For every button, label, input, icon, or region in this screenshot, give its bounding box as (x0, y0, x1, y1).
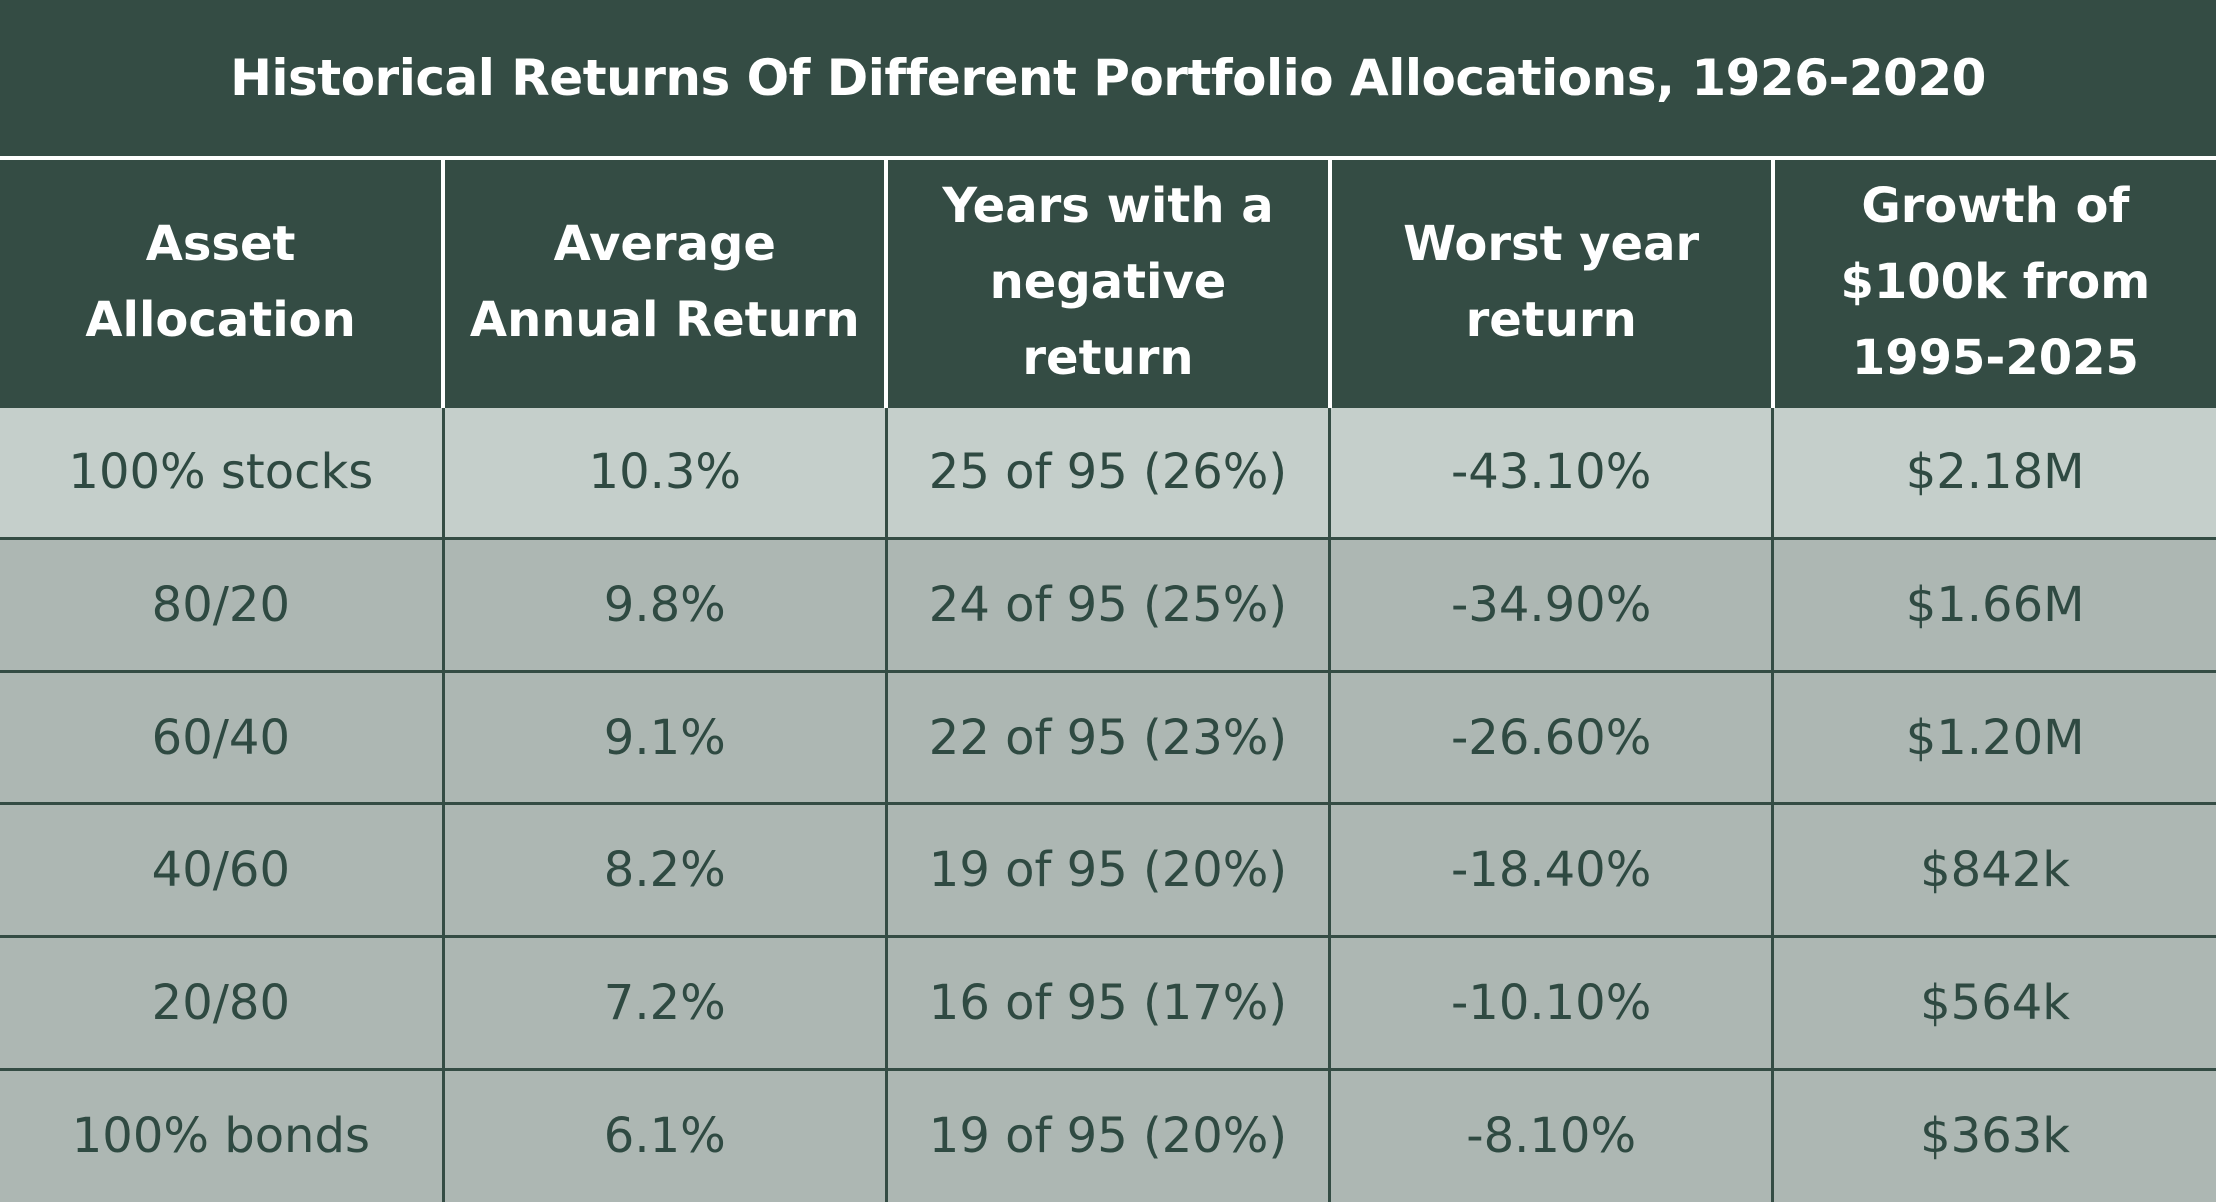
table-row: 80/20 9.8% 24 of 95 (25%) -34.90% $1.66M (0, 537, 2216, 672)
header-line: Asset (145, 216, 296, 273)
header-growth-of-100k: Growth of $100k from 1995-2025 (1770, 160, 2216, 406)
page-title: Historical Returns Of Different Portfoli… (230, 49, 1986, 107)
cell-allocation: 40/60 (0, 802, 444, 937)
cell-growth: $363k (1771, 1067, 2216, 1202)
header-line: negative return (989, 254, 1227, 387)
cell-growth: $564k (1771, 935, 2216, 1070)
cell-negative-years: 22 of 95 (23%) (884, 669, 1330, 804)
cell-growth: $2.18M (1771, 404, 2216, 539)
allocation-returns-table: Asset Allocation Average Annual Return Yea… (0, 160, 2216, 1202)
header-line: Worst year (1403, 216, 1700, 273)
header-line: 1995-2025 (1851, 330, 2139, 387)
cell-average-return: 7.2% (441, 935, 887, 1070)
cell-allocation: 80/20 (0, 537, 444, 672)
cell-negative-years: 16 of 95 (17%) (884, 935, 1330, 1070)
header-average-annual-return: Average Annual Return (441, 160, 887, 406)
table-header-row: Asset Allocation Average Annual Return Yea… (0, 160, 2216, 406)
cell-worst-year: -18.40% (1328, 802, 1773, 937)
header-asset-allocation: Asset Allocation (0, 160, 444, 406)
cell-negative-years: 19 of 95 (20%) (884, 1067, 1330, 1202)
cell-average-return: 6.1% (441, 1067, 887, 1202)
header-line: $100k from (1840, 254, 2151, 311)
cell-average-return: 9.8% (441, 537, 887, 672)
cell-negative-years: 24 of 95 (25%) (884, 537, 1330, 672)
cell-average-return: 8.2% (441, 802, 887, 937)
cell-allocation: 20/80 (0, 935, 444, 1070)
title-divider (0, 156, 2216, 160)
cell-allocation: 100% stocks (0, 404, 444, 539)
cell-growth: $1.66M (1771, 537, 2216, 672)
table-row: 40/60 8.2% 19 of 95 (20%) -18.40% $842k (0, 802, 2216, 937)
header-line: Annual Return (469, 292, 860, 349)
header-line: Years with a (942, 178, 1274, 235)
header-worst-year: Worst year return (1327, 160, 1773, 406)
cell-worst-year: -34.90% (1328, 537, 1773, 672)
header-negative-years: Years with a negative return (884, 160, 1330, 406)
header-line: return (1465, 292, 1637, 349)
cell-worst-year: -8.10% (1328, 1067, 1773, 1202)
header-line: Average (553, 216, 776, 273)
header-line: Allocation (85, 292, 356, 349)
cell-worst-year: -10.10% (1328, 935, 1773, 1070)
title-banner: Historical Returns Of Different Portfoli… (0, 0, 2216, 156)
cell-average-return: 9.1% (441, 669, 887, 804)
cell-negative-years: 19 of 95 (20%) (884, 802, 1330, 937)
table-row: 20/80 7.2% 16 of 95 (17%) -10.10% $564k (0, 935, 2216, 1070)
cell-growth: $842k (1771, 802, 2216, 937)
cell-average-return: 10.3% (441, 404, 887, 539)
table-row: 100% stocks 10.3% 25 of 95 (26%) -43.10%… (0, 404, 2216, 539)
table-row: 60/40 9.1% 22 of 95 (23%) -26.60% $1.20M (0, 669, 2216, 804)
cell-growth: $1.20M (1771, 669, 2216, 804)
table-row: 100% bonds 6.1% 19 of 95 (20%) -8.10% $3… (0, 1067, 2216, 1202)
cell-worst-year: -43.10% (1328, 404, 1773, 539)
cell-negative-years: 25 of 95 (26%) (884, 404, 1330, 539)
header-line: Growth of (1861, 178, 2130, 235)
cell-allocation: 60/40 (0, 669, 444, 804)
cell-allocation: 100% bonds (0, 1067, 444, 1202)
cell-worst-year: -26.60% (1328, 669, 1773, 804)
